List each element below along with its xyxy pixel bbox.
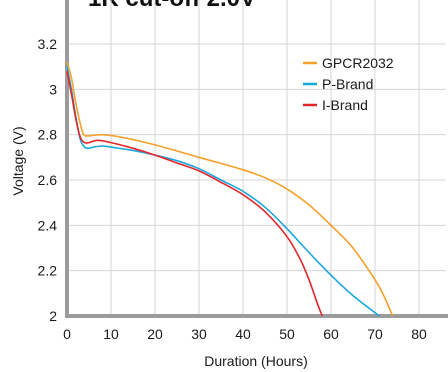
x-axis-label: Duration (Hours) — [204, 353, 307, 369]
y-tick-label: 2.2 — [38, 263, 58, 279]
legend: GPCR2032 P-Brand I-Brand — [303, 55, 394, 113]
legend-label-gpcr2032: GPCR2032 — [322, 55, 394, 71]
x-tick-label: 0 — [63, 326, 71, 342]
chart-title: 1K cut-off 2.0V — [88, 0, 256, 12]
legend-label-i-brand: I-Brand — [322, 97, 368, 113]
y-tick-label: 2.8 — [38, 127, 58, 143]
x-tick-label: 20 — [147, 326, 163, 342]
x-tick-label: 60 — [323, 326, 339, 342]
grid — [67, 0, 446, 316]
series-line-gpcr2032 — [66, 61, 394, 317]
y-tick-label: 2.4 — [38, 217, 58, 233]
y-tick-label: 2.6 — [38, 172, 58, 188]
axes — [65, 0, 448, 318]
series-line-i-brand — [66, 71, 323, 317]
legend-label-p-brand: P-Brand — [322, 76, 373, 92]
y-tick-label: 3.2 — [38, 36, 58, 52]
y-axis-label: Voltage (V) — [10, 126, 26, 195]
x-tick-label: 30 — [191, 326, 207, 342]
x-tick-label: 10 — [103, 326, 119, 342]
x-tick-label: 70 — [367, 326, 383, 342]
x-tick-label: 40 — [235, 326, 251, 342]
y-tick-label: 2 — [49, 308, 57, 324]
x-tick-label: 80 — [411, 326, 427, 342]
tick-labels: 0 10 20 30 40 50 60 70 80 2 2.2 2.4 2.6 2.8 3 3.2 — [38, 36, 427, 342]
x-tick-label: 50 — [279, 326, 295, 342]
y-tick-label: 3 — [49, 81, 57, 97]
series-group — [66, 61, 394, 317]
